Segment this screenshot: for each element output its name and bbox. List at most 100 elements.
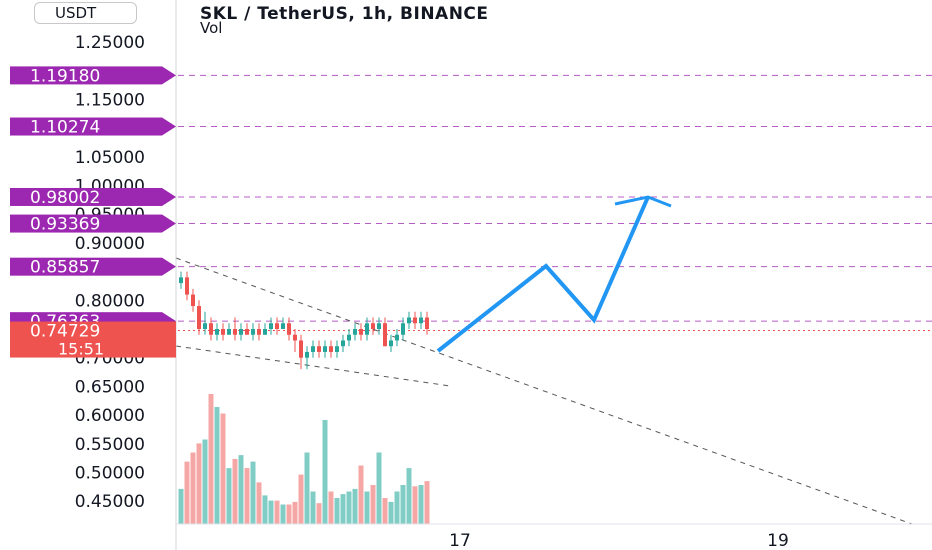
y-tick-label: 0.90000: [75, 234, 145, 254]
volume-bar: [268, 500, 274, 524]
y-tick-label: 1.25000: [75, 33, 145, 53]
level-label: 1.10274: [30, 118, 100, 138]
y-tick-label: 0.65000: [75, 377, 145, 397]
level-tag: [10, 257, 162, 276]
candle-body: [293, 334, 297, 341]
volume-bar: [202, 439, 208, 524]
candle-body: [317, 346, 321, 352]
volume-bar: [310, 491, 316, 524]
volume-bar: [220, 413, 226, 524]
y-tick-label: 1.15000: [75, 90, 145, 110]
volume-bar: [208, 394, 214, 524]
volume-bar: [382, 498, 388, 524]
candle-body: [425, 317, 429, 329]
candle-body: [179, 277, 183, 284]
candle-body: [221, 329, 225, 335]
candle-body: [335, 346, 339, 352]
volume-bar: [328, 491, 334, 524]
level-tag: [10, 117, 162, 136]
candle-body: [353, 329, 357, 335]
candles: [179, 271, 429, 370]
level-tag-pointer: [162, 66, 176, 85]
candle-body: [203, 323, 207, 329]
candle-body: [215, 329, 219, 335]
volume-bar: [286, 504, 292, 524]
level-tag-pointer: [162, 257, 176, 276]
candle-body: [377, 323, 381, 329]
candle-body: [185, 277, 189, 295]
candle-body: [389, 340, 393, 347]
x-tick-label: 17: [449, 531, 471, 550]
candle-body: [383, 323, 387, 347]
candle-body: [365, 323, 369, 335]
level-tag-pointer: [162, 214, 176, 233]
candle-body: [329, 346, 333, 352]
candle-body: [275, 323, 279, 329]
candle-body: [287, 323, 291, 335]
volume-bar: [364, 491, 370, 524]
volume-bar: [316, 503, 322, 524]
volume-bar: [178, 488, 184, 524]
volume-bar: [196, 443, 202, 524]
volume-bar: [400, 485, 406, 524]
candle-body: [233, 329, 237, 335]
candle-body: [299, 340, 303, 358]
y-tick-label: 0.50000: [75, 464, 145, 484]
volume-bar: [292, 501, 298, 524]
volume-bar: [388, 501, 394, 524]
chart-title: SKL / TetherUS, 1h, BINANCE: [200, 4, 489, 24]
y-tick-label: 0.60000: [75, 406, 145, 426]
candle-body: [191, 294, 195, 307]
volume-bar: [358, 465, 364, 524]
volume-bar: [352, 488, 358, 524]
candle-body: [419, 317, 423, 324]
volume-bar: [298, 474, 304, 524]
volume-bar: [406, 468, 412, 524]
level-tag: [10, 66, 162, 85]
candle-body: [263, 329, 267, 335]
volume-bar: [184, 461, 190, 524]
candle-body: [323, 346, 327, 352]
volume-bar: [244, 468, 250, 524]
upper-trendline: [175, 257, 913, 525]
volume-bar: [232, 459, 238, 524]
volume-bar: [238, 455, 244, 524]
volume-bar: [346, 491, 352, 524]
volume-bar: [334, 498, 340, 524]
candle-body: [209, 323, 213, 335]
candle-body: [227, 329, 231, 335]
trendlines: [175, 257, 913, 525]
volume-bar: [304, 452, 310, 524]
level-tag-pointer: [162, 117, 176, 136]
candle-body: [341, 340, 345, 347]
volume-bar: [424, 481, 430, 524]
candle-body: [305, 351, 309, 358]
volume-bar: [262, 495, 268, 524]
level-label: 0.93369: [30, 215, 100, 235]
candle-body: [359, 329, 363, 335]
candle-body: [407, 317, 411, 324]
volume-bars: [178, 394, 430, 524]
candle-body: [347, 334, 351, 341]
x-tick-label: 19: [767, 531, 789, 550]
candle-body: [281, 323, 285, 329]
horizontal-levels: [178, 74, 932, 332]
candle-body: [239, 329, 243, 335]
candle-body: [269, 323, 273, 329]
volume-bar: [322, 420, 328, 524]
volume-bar: [250, 461, 256, 524]
candle-body: [251, 329, 255, 335]
volume-bar: [190, 452, 196, 524]
volume-bar: [226, 468, 232, 524]
projection-arrow: [436, 195, 672, 353]
currency-unit[interactable]: USDT: [34, 2, 137, 24]
level-label: 1.19180: [30, 66, 100, 86]
level-label: 0.98002: [30, 188, 100, 208]
current-price-tag: [10, 321, 176, 358]
volume-bar: [214, 407, 220, 524]
countdown-label: 15:51: [58, 340, 104, 359]
y-tick-label: 0.55000: [75, 435, 145, 455]
level-tag-pointer: [162, 187, 176, 206]
volume-bar: [256, 482, 262, 524]
